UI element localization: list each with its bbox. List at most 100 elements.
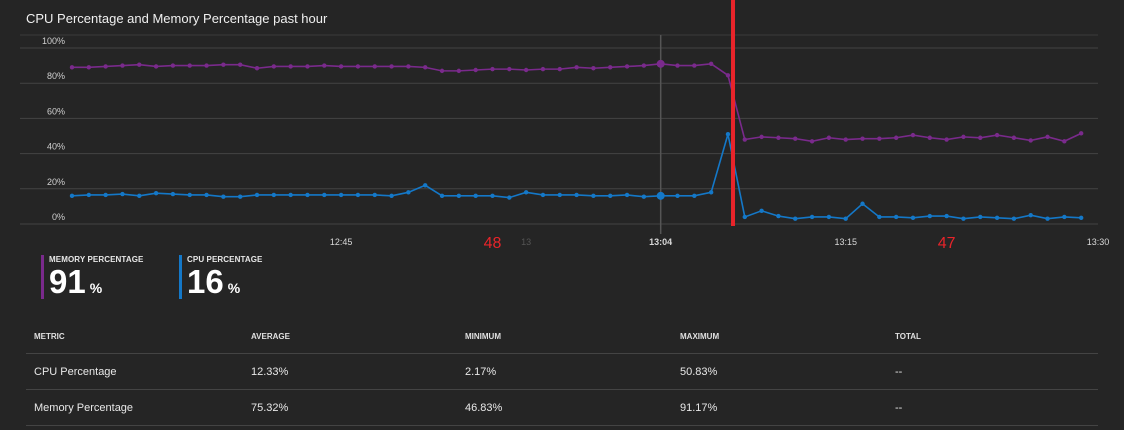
y-tick-label: 80% xyxy=(47,71,65,81)
memory-data-point xyxy=(843,137,848,142)
memory-data-point xyxy=(994,132,1000,138)
cpu-data-point xyxy=(372,192,377,198)
cpu-data-point xyxy=(608,193,613,199)
memory-data-point xyxy=(305,64,310,69)
cpu-data-point xyxy=(759,208,764,213)
cpu-data-point xyxy=(473,193,478,199)
memory-data-point xyxy=(540,66,546,72)
cpu-data-point xyxy=(809,214,815,220)
memory-data-point xyxy=(742,137,747,142)
cell-total: -- xyxy=(887,389,1098,426)
memory-data-point xyxy=(372,64,377,69)
memory-data-point xyxy=(675,63,680,68)
col-header-minimum[interactable]: MINIMUM xyxy=(457,320,672,354)
y-tick-label: 0% xyxy=(52,212,65,222)
cpu-data-point xyxy=(137,193,142,199)
memory-data-point xyxy=(809,139,815,144)
cpu-data-point xyxy=(439,193,445,199)
memory-data-point xyxy=(507,66,512,72)
memory-data-point xyxy=(860,136,865,141)
col-header-average[interactable]: AVERAGE xyxy=(243,320,457,354)
memory-data-point xyxy=(170,63,176,68)
memory-data-point xyxy=(322,63,327,68)
memory-data-point xyxy=(1078,131,1084,136)
cpu-data-point xyxy=(1011,216,1017,221)
memory-data-point xyxy=(725,73,731,78)
memory-data-point xyxy=(187,63,192,68)
cpu-data-point xyxy=(1045,216,1050,221)
memory-data-point xyxy=(978,135,983,140)
red-annotation-line xyxy=(731,0,736,226)
memory-data-point xyxy=(120,63,125,68)
memory-data-point xyxy=(473,67,478,73)
cpu-data-point xyxy=(843,216,848,221)
memory-data-point xyxy=(961,134,966,140)
cpu-data-point xyxy=(288,192,293,198)
cpu-color-bar xyxy=(179,255,182,299)
memory-data-point xyxy=(69,65,75,70)
cpu-data-point xyxy=(641,194,647,199)
cpu-data-point xyxy=(893,214,899,220)
cell-metric: CPU Percentage xyxy=(26,353,243,390)
cpu-data-point xyxy=(994,215,1000,221)
cpu-data-point xyxy=(978,214,983,220)
cpu-data-point xyxy=(656,191,665,200)
cpu-data-point xyxy=(69,193,75,199)
legend-memory-unit: % xyxy=(89,280,103,296)
chart-title: CPU Percentage and Memory Percentage pas… xyxy=(26,11,328,26)
legend-memory-value-wrap: 91% xyxy=(49,265,102,305)
memory-data-point xyxy=(910,132,916,138)
x-tick-label: 13 xyxy=(521,237,531,247)
memory-data-point xyxy=(759,134,764,140)
col-header-total[interactable]: TOTAL xyxy=(887,320,1098,354)
y-tick-label: 40% xyxy=(47,142,65,152)
cpu-data-point xyxy=(507,195,512,200)
cpu-data-point xyxy=(254,192,260,198)
x-tick-label: 12:45 xyxy=(330,237,353,247)
cpu-data-point xyxy=(1062,214,1067,220)
legend-cpu-unit: % xyxy=(227,280,241,296)
legend-cpu-label: CPU PERCENTAGE xyxy=(187,255,263,264)
cpu-data-point xyxy=(877,214,882,220)
cpu-data-point xyxy=(692,193,697,199)
cpu-data-point xyxy=(944,213,949,219)
memory-data-point xyxy=(153,64,159,69)
cpu-data-point xyxy=(826,214,832,220)
cpu-data-point xyxy=(187,192,192,198)
cpu-data-point xyxy=(120,191,125,197)
memory-data-point xyxy=(490,66,495,72)
line-chart[interactable]: 0% 20% 40% 60% 80% 100% 12:45 13 13:04 13:15 13:30… xyxy=(0,0,1124,252)
cpu-series-line xyxy=(71,134,1082,220)
cpu-data-point xyxy=(271,192,277,198)
memory-data-point xyxy=(793,136,798,141)
table-row[interactable]: CPU Percentage 12.33% 2.17% 50.83% -- xyxy=(26,353,1098,390)
cpu-data-point xyxy=(490,193,495,199)
x-tick-label: 13:15 xyxy=(834,237,857,247)
memory-data-point xyxy=(1011,135,1017,140)
memory-series-line xyxy=(72,63,1082,143)
memory-data-point xyxy=(641,63,647,68)
memory-data-point xyxy=(776,135,781,140)
memory-data-point xyxy=(624,64,630,69)
cpu-data-point xyxy=(725,132,731,137)
annotation-label: 48 xyxy=(484,235,502,252)
memory-data-point xyxy=(826,135,832,140)
memory-data-point xyxy=(1028,138,1033,143)
memory-data-point xyxy=(423,65,428,70)
memory-data-point xyxy=(893,135,899,140)
table-row[interactable]: Memory Percentage 75.32% 46.83% 91.17% -… xyxy=(26,389,1098,426)
memory-data-point xyxy=(608,65,613,70)
cpu-data-point xyxy=(305,192,310,198)
cpu-data-point xyxy=(322,192,327,198)
memory-color-bar xyxy=(41,255,44,299)
col-header-metric[interactable]: METRIC xyxy=(26,320,243,354)
memory-data-point xyxy=(103,64,108,69)
cpu-data-point xyxy=(523,190,529,195)
memory-data-point xyxy=(237,62,243,67)
cpu-data-point xyxy=(557,192,562,198)
col-header-maximum[interactable]: MAXIMUM xyxy=(672,320,887,354)
cpu-data-point xyxy=(406,190,411,195)
cpu-data-point xyxy=(338,192,344,198)
memory-data-point xyxy=(692,63,697,68)
cpu-data-point xyxy=(574,192,579,198)
